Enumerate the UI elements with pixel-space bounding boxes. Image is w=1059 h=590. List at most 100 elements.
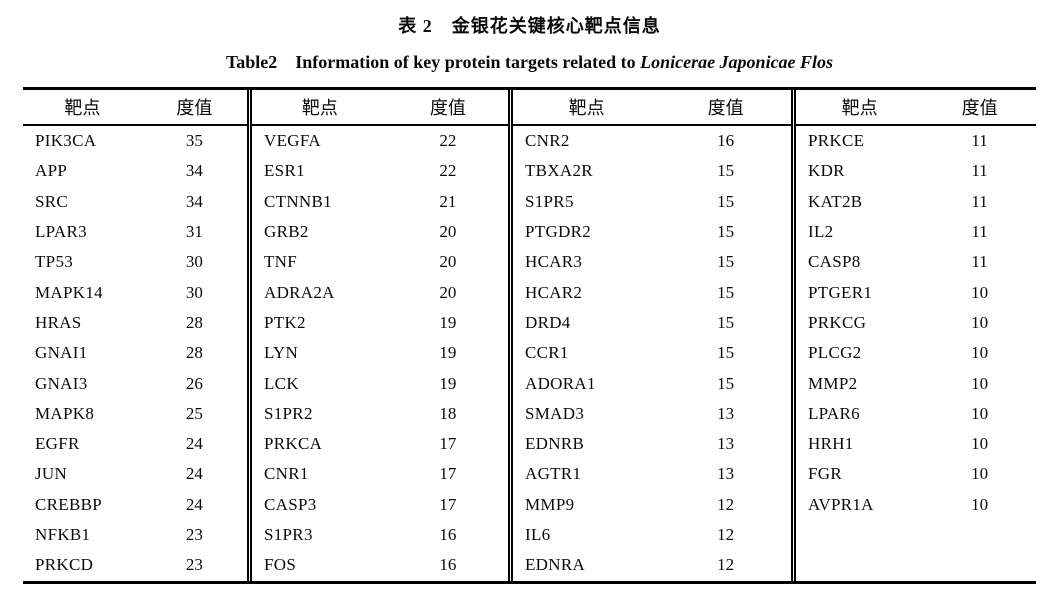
- degree-cell: 22: [439, 161, 457, 181]
- target-cell: EDNRA: [525, 555, 586, 575]
- degree-column-header: 度值: [961, 98, 998, 118]
- degree-cell: 10: [971, 494, 989, 514]
- table-row: CTNNB1 21: [252, 187, 508, 217]
- table-row: GNAI1 28: [23, 338, 247, 368]
- table-row: LPAR3 31: [23, 217, 247, 247]
- degree-cell: 30: [185, 282, 203, 302]
- degree-cell: 16: [439, 555, 457, 575]
- target-cell: AVPR1A: [808, 494, 874, 514]
- target-cell: AGTR1: [525, 464, 582, 484]
- target-cell: PRKCA: [264, 434, 323, 454]
- table-row: AVPR1A 10: [796, 490, 1036, 520]
- table-captions: 表 2 金银花关键核心靶点信息 Table2 Information of ke…: [0, 0, 1059, 74]
- target-cell: LYN: [264, 343, 299, 363]
- target-cell: APP: [35, 161, 68, 181]
- table-row: S1PR5 15: [513, 187, 791, 217]
- degree-cell: 13: [717, 403, 735, 423]
- table-row: EDNRB 13: [513, 429, 791, 459]
- degree-cell: 22: [439, 131, 457, 151]
- target-column-header: 靶点: [568, 98, 605, 118]
- target-cell: TP53: [35, 252, 74, 272]
- degree-cell: 26: [185, 373, 203, 393]
- target-cell: CREBBP: [35, 494, 102, 514]
- table-row: CREBBP 24: [23, 490, 247, 520]
- target-cell: TNF: [264, 252, 298, 272]
- target-cell: PTGDR2: [525, 222, 592, 242]
- target-cell: HRAS: [35, 312, 82, 332]
- target-cell: LPAR3: [35, 222, 87, 242]
- table-caption-en-species: Lonicerae Japonicae Flos: [640, 52, 834, 72]
- table-row: MAPK14 30: [23, 277, 247, 307]
- degree-cell: 15: [717, 252, 735, 272]
- table-body: CNR2 16 TBXA2R 15 S1PR5 15 PTGDR2 15 HCAR3 15 HCAR…: [513, 126, 791, 581]
- degree-cell: 15: [717, 222, 735, 242]
- target-cell: IL6: [525, 525, 551, 544]
- degree-cell: 10: [971, 373, 989, 393]
- target-cell: SRC: [35, 191, 69, 211]
- table-row: ESR1 22: [252, 156, 508, 186]
- target-cell: PLCG2: [808, 343, 862, 363]
- table-row: AGTR1 13: [513, 459, 791, 489]
- degree-cell: 24: [185, 464, 203, 484]
- degree-cell: 11: [971, 131, 988, 151]
- target-column-header: 靶点: [841, 98, 878, 118]
- table-body: VEGFA 22 ESR1 22 CTNNB1 21 GRB2 20 TNF 20 ADRA2A 20…: [252, 126, 508, 581]
- degree-cell: 19: [439, 373, 457, 393]
- table-row: ADRA2A 20: [252, 277, 508, 307]
- degree-cell: 19: [439, 343, 457, 363]
- table-row: PTK2 19: [252, 308, 508, 338]
- target-cell: CTNNB1: [264, 191, 332, 211]
- target-cell: JUN: [35, 464, 68, 484]
- table-column-group-2: 靶点 度值 VEGFA 22 ESR1 22 CTNNB1 21 GRB2 20 TNF 20 AD…: [252, 90, 508, 581]
- target-cell: MMP9: [525, 494, 575, 514]
- degree-cell: 24: [185, 434, 203, 454]
- table-body: PRKCE 11 KDR 11 KAT2B 11 IL2 11 CASP8 11 PTGER1 10 P…: [796, 126, 1036, 581]
- table-row: CASP8 11: [796, 247, 1036, 277]
- table-row: PTGER1 10: [796, 277, 1036, 307]
- table-row: SRC 34: [23, 187, 247, 217]
- table-row: HRAS 28: [23, 308, 247, 338]
- table-row: KDR 11: [796, 156, 1036, 186]
- targets-table: 靶点 度值 PIK3CA 35 APP 34 SRC 34 LPAR3 31 TP53 30 MAP…: [23, 87, 1036, 584]
- table-row: GRB2 20: [252, 217, 508, 247]
- target-cell: IL2: [808, 222, 834, 242]
- degree-cell: 28: [185, 343, 203, 363]
- degree-cell: 10: [971, 403, 989, 423]
- degree-cell: 17: [439, 494, 457, 514]
- target-cell: MAPK8: [35, 403, 95, 423]
- table-row: LYN 19: [252, 338, 508, 368]
- target-column-header: 靶点: [64, 98, 101, 118]
- degree-cell: 10: [971, 312, 989, 332]
- degree-cell: 28: [185, 312, 203, 332]
- target-cell: TBXA2R: [525, 161, 593, 181]
- target-cell: PIK3CA: [35, 131, 97, 151]
- degree-cell: 19: [439, 312, 457, 332]
- degree-cell: 11: [971, 161, 988, 181]
- degree-cell: 24: [185, 494, 203, 514]
- table-header-row: 靶点 度值: [513, 90, 791, 126]
- table-row: PIK3CA 35: [23, 126, 247, 156]
- degree-cell: 12: [717, 525, 735, 544]
- target-cell: DRD4: [525, 312, 571, 332]
- degree-cell: 15: [717, 191, 735, 211]
- double-rule-divider: [247, 90, 252, 581]
- table-row: ADORA1 15: [513, 368, 791, 398]
- table-column-group-4: 靶点 度值 PRKCE 11 KDR 11 KAT2B 11 IL2 11 CASP8 11 PTG…: [796, 90, 1036, 581]
- degree-cell: 20: [439, 222, 457, 242]
- table-row: PRKCA 17: [252, 429, 508, 459]
- table-row: S1PR2 18: [252, 399, 508, 429]
- table-row: MAPK8 25: [23, 399, 247, 429]
- target-cell: NFKB1: [35, 525, 91, 544]
- table-row: CCR1 15: [513, 338, 791, 368]
- degree-cell: 15: [717, 161, 735, 181]
- table-column-group-1: 靶点 度值 PIK3CA 35 APP 34 SRC 34 LPAR3 31 TP53 30 MAP…: [23, 90, 247, 581]
- degree-column-header: 度值: [707, 98, 744, 118]
- double-rule-divider: [508, 90, 513, 581]
- target-cell: FGR: [808, 464, 842, 484]
- target-cell: PRKCE: [808, 131, 865, 151]
- table-row: HCAR3 15: [513, 247, 791, 277]
- table-row: KAT2B 11: [796, 187, 1036, 217]
- degree-cell: 15: [717, 343, 735, 363]
- degree-cell: 31: [185, 222, 203, 242]
- target-cell: PTGER1: [808, 282, 873, 302]
